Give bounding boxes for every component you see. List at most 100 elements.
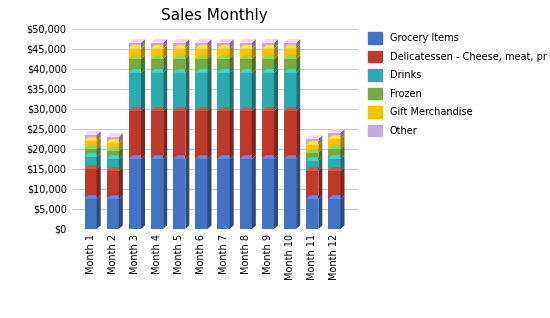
Polygon shape [340, 145, 344, 159]
Bar [85, 141, 97, 149]
Polygon shape [173, 155, 189, 159]
Polygon shape [163, 39, 167, 49]
Bar [195, 111, 207, 159]
Polygon shape [129, 69, 145, 73]
Polygon shape [151, 107, 167, 111]
Bar [240, 111, 252, 159]
Polygon shape [97, 165, 101, 199]
Polygon shape [207, 45, 212, 59]
Polygon shape [252, 69, 256, 111]
Polygon shape [173, 69, 189, 73]
Bar [151, 159, 163, 229]
Bar [107, 137, 119, 143]
Bar [284, 111, 296, 159]
Polygon shape [217, 39, 234, 43]
Bar [284, 159, 296, 229]
Polygon shape [328, 167, 344, 171]
Polygon shape [328, 135, 344, 139]
Polygon shape [340, 167, 344, 199]
Bar [306, 161, 318, 171]
Bar [240, 49, 252, 59]
Polygon shape [274, 39, 278, 49]
Polygon shape [119, 155, 123, 171]
Bar [217, 111, 230, 159]
Bar [217, 49, 230, 59]
Polygon shape [240, 69, 256, 73]
Polygon shape [119, 147, 123, 159]
Polygon shape [274, 155, 278, 229]
Polygon shape [284, 55, 300, 59]
Polygon shape [151, 55, 167, 59]
Polygon shape [217, 107, 234, 111]
Bar [284, 43, 296, 49]
Polygon shape [97, 153, 101, 169]
Polygon shape [185, 55, 189, 73]
Polygon shape [262, 39, 278, 43]
Polygon shape [284, 69, 300, 73]
Polygon shape [296, 155, 300, 229]
Bar [195, 49, 207, 59]
Bar [217, 43, 230, 49]
Polygon shape [163, 107, 167, 159]
Bar [107, 143, 119, 151]
Bar [284, 73, 296, 111]
Polygon shape [252, 39, 256, 49]
Polygon shape [262, 155, 278, 159]
Polygon shape [119, 167, 123, 199]
Polygon shape [107, 139, 123, 143]
Polygon shape [207, 55, 212, 73]
Polygon shape [85, 165, 101, 169]
Polygon shape [318, 135, 322, 145]
Polygon shape [306, 167, 322, 171]
Bar [129, 59, 141, 73]
Polygon shape [129, 155, 145, 159]
Polygon shape [195, 39, 212, 43]
Polygon shape [328, 129, 344, 133]
Polygon shape [85, 145, 101, 149]
Polygon shape [195, 69, 212, 73]
Polygon shape [207, 39, 212, 49]
Polygon shape [173, 39, 189, 43]
Polygon shape [252, 155, 256, 229]
Polygon shape [107, 167, 123, 171]
Polygon shape [163, 69, 167, 111]
Polygon shape [151, 45, 167, 49]
Polygon shape [240, 107, 256, 111]
Polygon shape [274, 107, 278, 159]
Polygon shape [173, 107, 189, 111]
Bar [262, 49, 274, 59]
Bar [306, 171, 318, 199]
Bar [328, 159, 340, 171]
Polygon shape [262, 107, 278, 111]
Polygon shape [207, 155, 212, 229]
Polygon shape [274, 45, 278, 59]
Bar [262, 73, 274, 111]
Polygon shape [119, 133, 123, 143]
Polygon shape [262, 55, 278, 59]
Bar [262, 159, 274, 229]
Polygon shape [195, 55, 212, 59]
Polygon shape [185, 39, 189, 49]
Polygon shape [151, 39, 167, 43]
Polygon shape [217, 155, 234, 159]
Polygon shape [230, 107, 234, 159]
Polygon shape [207, 107, 212, 159]
Polygon shape [195, 155, 212, 159]
Polygon shape [141, 107, 145, 159]
Polygon shape [230, 45, 234, 59]
Polygon shape [129, 45, 145, 49]
Polygon shape [252, 55, 256, 73]
Polygon shape [230, 39, 234, 49]
Polygon shape [141, 45, 145, 59]
Bar [306, 199, 318, 229]
Polygon shape [318, 141, 322, 153]
Polygon shape [207, 69, 212, 111]
Polygon shape [284, 155, 300, 159]
Polygon shape [240, 45, 256, 49]
Polygon shape [240, 55, 256, 59]
Polygon shape [328, 145, 344, 149]
Polygon shape [119, 195, 123, 229]
Polygon shape [141, 39, 145, 49]
Polygon shape [107, 155, 123, 159]
Polygon shape [85, 195, 101, 199]
